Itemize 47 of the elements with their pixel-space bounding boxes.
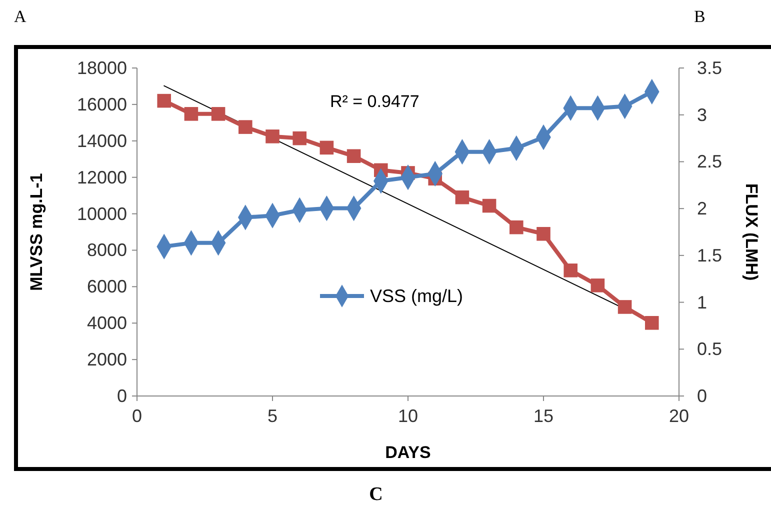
y2-axis-title: FLUX (LMH) [742, 183, 761, 281]
point [618, 300, 632, 314]
point [645, 316, 659, 330]
x-tick-label: 15 [533, 406, 554, 426]
x-tick-label: 20 [668, 406, 690, 426]
point [266, 130, 280, 144]
point [346, 149, 361, 163]
point [184, 107, 198, 121]
y2-tick-label: 1.5 [697, 245, 722, 266]
y-tick-label: 4000 [86, 313, 127, 334]
y-tick-label: 0 [116, 386, 127, 406]
x-tick-label: 5 [267, 406, 278, 426]
y2-tick-label: 3 [697, 104, 708, 125]
y-tick-label: 10000 [76, 204, 127, 224]
point [510, 220, 524, 234]
y-tick-label: 18000 [76, 58, 127, 78]
point [157, 94, 171, 108]
y2-tick-label: 0.5 [697, 339, 722, 360]
legend-label: VSS (mg/L) [370, 286, 464, 306]
x-tick-label: 10 [398, 406, 418, 426]
point [238, 120, 252, 134]
y-tick-label: 16000 [76, 94, 127, 114]
annotation: R² = 0.9477 [330, 92, 420, 111]
y2-tick-label: 1 [697, 292, 708, 312]
point [455, 190, 470, 204]
y-axis-title: MLVSS mg.L-1 [27, 173, 46, 291]
y-tick-label: 6000 [86, 276, 127, 297]
text: C [369, 484, 383, 505]
y-tick-label: 14000 [76, 130, 127, 151]
y2-tick-label: 0 [697, 386, 708, 406]
point [590, 278, 605, 292]
x-axis-title: DAYS [385, 443, 431, 462]
text: B [694, 7, 706, 26]
point [320, 140, 334, 155]
y-tick-label: 2000 [86, 350, 127, 370]
point [292, 131, 306, 146]
x-tick-label: 0 [132, 406, 142, 426]
y2-tick-label: 2.5 [697, 152, 722, 172]
y2-tick-label: 3.5 [697, 58, 722, 78]
point [536, 226, 550, 241]
text: A [14, 7, 27, 26]
point [211, 107, 226, 121]
y2-tick-label: 2 [697, 198, 708, 219]
y-tick-label: 12000 [76, 167, 127, 188]
y-tick-label: 8000 [86, 240, 127, 260]
point [482, 198, 496, 213]
point [564, 264, 578, 278]
